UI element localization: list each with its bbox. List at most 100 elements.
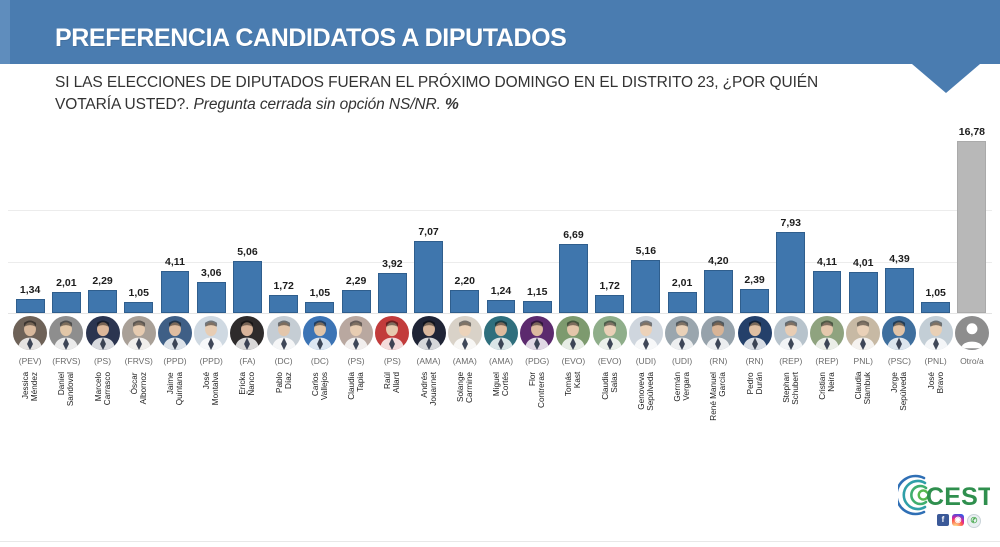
facebook-icon[interactable]: f — [937, 514, 949, 526]
party-label: (PS) — [383, 356, 401, 366]
bar-rect — [595, 295, 625, 313]
candidate-name-line-2: Contreras — [537, 372, 547, 408]
bar-24[interactable]: 4,01 — [848, 120, 878, 313]
bar-5[interactable]: 4,11 — [160, 120, 190, 313]
bar-value-label: 1,72 — [273, 280, 294, 293]
bar-19[interactable]: 2,01 — [667, 120, 697, 313]
bar-rect — [196, 281, 226, 313]
whatsapp-icon[interactable]: ✆ — [967, 514, 981, 528]
subtitle-question: SI LAS ELECCIONES DE DIPUTADOS FUERAN EL… — [55, 72, 845, 116]
bar-2[interactable]: 2,01 — [51, 120, 81, 313]
bar-13[interactable]: 2,20 — [450, 120, 480, 313]
bar-rect — [450, 290, 480, 313]
bar-16[interactable]: 6,69 — [558, 120, 588, 313]
bar-27[interactable]: 16,78 — [957, 120, 987, 313]
bar-rect — [884, 268, 914, 313]
party-label: (RN) — [709, 356, 728, 366]
bar-value-label: 4,11 — [817, 255, 837, 268]
party-label: (PDG) — [525, 356, 550, 366]
bar-value-label: 1,15 — [526, 286, 548, 299]
woman-blonde-glasses — [447, 316, 482, 350]
bar-chart: 1,34 2,01 2,29 1,05 4,11 3,06 5,06 1,72 1,05 2,29… — [0, 120, 1000, 320]
bar-9[interactable]: 1,05 — [305, 120, 335, 313]
woman-green-bg — [592, 316, 627, 350]
candidate-name-line-1: Andrés — [419, 372, 429, 398]
candidate-name: Marcelo Carrasco — [94, 372, 112, 405]
gridline-5 — [8, 261, 992, 263]
candidate-name: Jessica Méndez — [21, 372, 39, 401]
bar-10[interactable]: 2,29 — [341, 120, 371, 313]
candidate-name-line-1: Raúl — [383, 372, 393, 389]
woman-dark-hair — [230, 316, 265, 350]
candidate-name-line-2: García — [718, 372, 728, 397]
bar-value-label: 7,07 — [418, 225, 439, 238]
party-label: (REP) — [815, 356, 839, 366]
man-dark-hair — [737, 316, 772, 350]
woman-blonde-2 — [846, 316, 881, 350]
bar-1[interactable]: 1,34 — [15, 120, 45, 313]
candidate-name-line-1: Jessica — [21, 372, 31, 400]
bar-value-label: 1,34 — [19, 284, 41, 297]
party-label: (REP) — [779, 356, 803, 366]
subtitle-question-text: SI LAS ELECCIONES DE DIPUTADOS FUERAN EL… — [55, 74, 819, 113]
candidate-name-line-1: Solange — [455, 372, 465, 403]
candidate-name: Raúl Allard — [383, 372, 401, 393]
bar-18[interactable]: 5,16 — [631, 120, 661, 313]
bar-value-label: 1,05 — [309, 287, 331, 300]
candidate-name-line-1: Óscar — [129, 372, 139, 394]
party-label: (AMA) — [416, 356, 441, 366]
man-suit-blue — [158, 316, 192, 350]
party-label: (FA) — [239, 356, 256, 366]
bar-8[interactable]: 1,72 — [269, 120, 299, 313]
candidate-name-line-2: Vallejos — [320, 372, 330, 401]
man-young — [194, 316, 229, 350]
bar-value-label: 5,06 — [237, 246, 258, 259]
candidate-name: Stephan Schubert — [782, 372, 800, 405]
bar-17[interactable]: 1,72 — [595, 120, 625, 313]
bar-3[interactable]: 2,29 — [88, 120, 118, 313]
bar-14[interactable]: 1,24 — [486, 120, 516, 313]
candidate-name-line-1: René Manuel — [709, 372, 719, 421]
party-label: (AMA) — [452, 356, 477, 366]
party-label: (FRVS) — [52, 356, 81, 366]
bar-value-label: 2,39 — [744, 273, 765, 286]
bar-rect — [703, 269, 733, 313]
bar-22[interactable]: 7,93 — [776, 120, 806, 313]
candidate-name: Daniel Sandoval — [57, 372, 75, 406]
bar-23[interactable]: 4,11 — [812, 120, 842, 313]
man-short-hair — [773, 316, 808, 350]
candidate-name: Tomás Kast — [564, 372, 582, 396]
instagram-icon[interactable]: ◉ — [952, 514, 964, 526]
bar-value-label: 1,24 — [490, 285, 512, 298]
header-notch-triangle — [912, 64, 980, 93]
party-label: (FRVS) — [124, 356, 153, 366]
party-label: (PPD) — [199, 356, 223, 366]
bar-21[interactable]: 2,39 — [740, 120, 770, 313]
bar-11[interactable]: 3,92 — [377, 120, 407, 313]
bar-value-label: 4,20 — [708, 254, 729, 267]
candidate-name: Pablo Díaz — [275, 372, 293, 393]
bar-rect — [160, 270, 190, 313]
bar-25[interactable]: 4,39 — [884, 120, 914, 313]
bar-value-label: 4,01 — [852, 256, 874, 269]
candidate-name-line-2: Albornoz — [138, 372, 148, 405]
candidate-name-line-1: José — [202, 372, 212, 390]
bars-container: 1,34 2,01 2,29 1,05 4,11 3,06 5,06 1,72 1,05 2,29… — [0, 120, 1000, 313]
bar-20[interactable]: 4,20 — [703, 120, 733, 313]
bar-15[interactable]: 1,15 — [522, 120, 552, 313]
bar-6[interactable]: 3,06 — [196, 120, 226, 313]
bar-12[interactable]: 7,07 — [414, 120, 444, 313]
party-label: (EVO) — [561, 356, 586, 366]
bar-value-label: 7,93 — [780, 216, 801, 229]
bar-7[interactable]: 5,06 — [232, 120, 262, 313]
candidate-name-line-2: Vergara — [682, 372, 692, 401]
candidate-name-line-1: Germán — [673, 372, 683, 402]
candidate-name-line-1: Pedro — [745, 372, 755, 394]
bar-4[interactable]: 1,05 — [124, 120, 154, 313]
bar-26[interactable]: 1,05 — [921, 120, 951, 313]
bar-rect — [667, 292, 697, 313]
man-suit-tie — [411, 316, 446, 350]
candidate-name-line-1: Pablo — [274, 372, 284, 393]
candidate-name: Germán Vergara — [673, 372, 691, 402]
candidate-name: Miguel Cortés — [492, 372, 510, 396]
